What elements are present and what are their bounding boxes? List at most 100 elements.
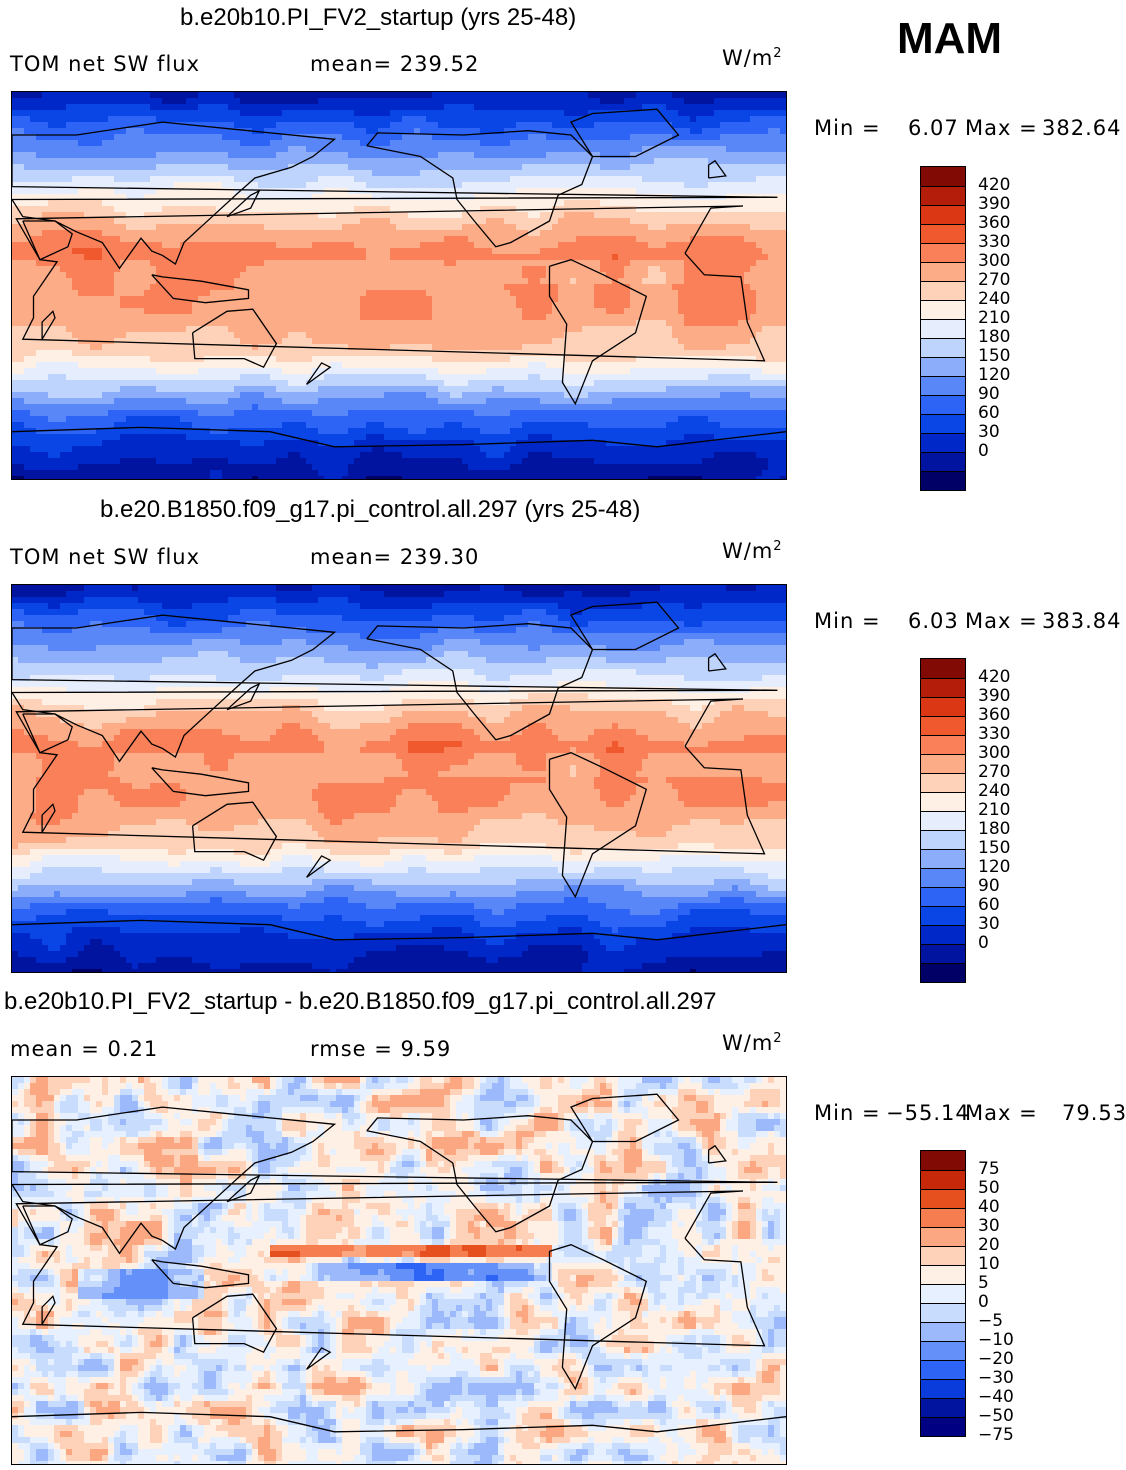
field-cell <box>222 236 229 243</box>
field-cell <box>270 278 277 285</box>
field-cell <box>282 128 289 135</box>
field-cell <box>282 104 289 111</box>
field-cell <box>240 158 247 165</box>
field-cell <box>768 236 775 243</box>
field-cell <box>102 266 109 273</box>
field-cell <box>396 308 403 315</box>
field-cell <box>162 230 169 237</box>
field-cell <box>234 290 241 297</box>
field-cell <box>108 134 115 141</box>
field-cell <box>252 146 259 153</box>
field-cell <box>546 200 553 207</box>
field-cell <box>618 164 625 171</box>
field-cell <box>708 302 715 309</box>
field-cell <box>336 314 343 321</box>
field-cell <box>732 140 739 147</box>
field-cell <box>36 236 43 243</box>
field-cell <box>66 182 73 189</box>
field-cell <box>486 314 493 321</box>
field-cell <box>60 272 67 279</box>
field-cell <box>444 272 451 279</box>
field-cell <box>432 206 439 213</box>
field-cell <box>420 308 427 315</box>
field-cell <box>138 290 145 297</box>
field-cell <box>660 128 667 135</box>
field-cell <box>624 236 631 243</box>
field-cell <box>498 224 505 231</box>
field-cell <box>756 200 763 207</box>
field-cell <box>180 302 187 309</box>
field-cell <box>354 218 361 225</box>
field-cell <box>252 296 259 303</box>
field-cell <box>504 290 511 297</box>
field-cell <box>582 188 589 195</box>
field-cell <box>156 290 163 297</box>
field-cell <box>174 158 181 165</box>
field-cell <box>366 296 373 303</box>
field-cell <box>354 182 361 189</box>
field-cell <box>636 206 643 213</box>
field-cell <box>768 170 775 177</box>
field-cell <box>678 278 685 285</box>
field-cell <box>672 200 679 207</box>
field-cell <box>78 290 85 297</box>
field-cell <box>696 128 703 135</box>
field-cell <box>24 290 31 297</box>
field-cell <box>552 224 559 231</box>
field-cell <box>624 116 631 123</box>
field-cell <box>378 242 385 249</box>
field-cell <box>294 104 301 111</box>
field-cell <box>702 242 709 249</box>
field-cell <box>30 200 37 207</box>
field-cell <box>96 206 103 213</box>
field-cell <box>228 158 235 165</box>
field-cell <box>720 140 727 147</box>
field-cell <box>384 194 391 201</box>
field-cell <box>672 98 679 105</box>
field-cell <box>486 200 493 207</box>
field-cell <box>90 260 97 267</box>
field-cell <box>30 158 37 165</box>
field-cell <box>636 146 643 153</box>
field-cell <box>462 152 469 159</box>
field-cell <box>654 248 661 255</box>
field-cell <box>678 284 685 291</box>
field-cell <box>504 122 511 129</box>
field-cell <box>582 110 589 117</box>
field-cell <box>582 242 589 249</box>
field-cell <box>714 92 721 99</box>
field-cell <box>774 92 781 99</box>
field-cell <box>552 110 559 117</box>
field-cell <box>618 182 625 189</box>
field-cell <box>612 224 619 231</box>
field-cell <box>222 314 229 321</box>
field-cell <box>756 248 763 255</box>
field-cell <box>222 164 229 171</box>
field-cell <box>690 104 697 111</box>
field-cell <box>294 224 301 231</box>
field-cell <box>138 176 145 183</box>
field-cell <box>600 248 607 255</box>
field-cell <box>66 224 73 231</box>
field-cell <box>564 272 571 279</box>
field-cell <box>360 158 367 165</box>
field-cell <box>288 284 295 291</box>
field-cell <box>258 170 265 177</box>
field-cell <box>450 200 457 207</box>
field-cell <box>18 122 25 129</box>
field-cell <box>390 230 397 237</box>
field-cell <box>282 248 289 255</box>
field-cell <box>528 320 535 327</box>
field-cell <box>48 110 55 117</box>
field-cell <box>612 230 619 237</box>
field-cell <box>654 278 661 285</box>
field-cell <box>288 320 295 327</box>
field-cell <box>630 134 637 141</box>
field-cell <box>234 266 241 273</box>
field-cell <box>12 92 19 99</box>
field-cell <box>12 194 19 201</box>
field-cell <box>312 254 319 261</box>
field-cell <box>738 272 745 279</box>
field-cell <box>288 248 295 255</box>
field-cell <box>36 122 43 129</box>
